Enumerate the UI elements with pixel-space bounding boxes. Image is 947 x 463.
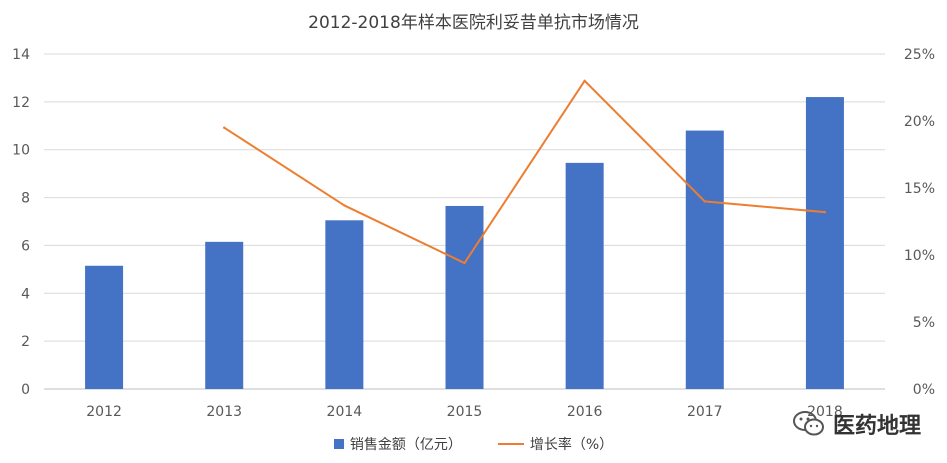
bar: [685, 130, 724, 390]
line-point: [703, 200, 706, 203]
line-point: [463, 261, 466, 265]
legend-label-sales: 销售金额（亿元）: [349, 437, 462, 453]
bar: [325, 220, 364, 389]
bar: [805, 97, 844, 390]
right-tick-label: 25%: [904, 47, 935, 63]
x-tick-label: 2014: [327, 404, 363, 420]
left-tick-label: 8: [21, 191, 30, 207]
x-axis-ticks: 2012 2013 2014 2015 2016 2017 2018: [86, 404, 842, 420]
growth-line: [223, 79, 826, 265]
legend-swatch-bar: [333, 439, 344, 449]
line-series: [223, 79, 827, 265]
left-tick-label: 14: [12, 47, 30, 63]
x-tick-label: 2018: [807, 404, 843, 420]
line-point: [823, 210, 827, 214]
left-tick-label: 6: [21, 238, 30, 254]
bar: [445, 205, 484, 389]
bar: [205, 241, 244, 389]
watermark-text: 医药地理: [832, 414, 921, 439]
line-point: [583, 79, 586, 83]
bar: [565, 162, 604, 389]
legend-item-growth: 增长率（%）: [497, 434, 614, 454]
right-tick-label: 15%: [904, 181, 935, 197]
legend-swatch-line: [497, 443, 524, 445]
line-point: [223, 126, 226, 129]
x-tick-label: 2016: [567, 404, 603, 420]
line-point: [343, 204, 346, 207]
x-tick-label: 2017: [687, 404, 723, 420]
right-tick-label: 20%: [904, 114, 935, 130]
left-tick-label: 2: [21, 334, 30, 350]
right-tick-label: 0%: [913, 382, 935, 398]
left-axis-ticks: 0 2 4 6 8 10 12 14: [12, 47, 30, 398]
legend-item-sales: 销售金额（亿元）: [333, 434, 462, 454]
left-tick-label: 10: [12, 143, 30, 159]
right-tick-label: 5%: [913, 315, 935, 331]
legend-label-growth: 增长率（%）: [529, 437, 614, 453]
x-tick-label: 2013: [206, 404, 242, 420]
x-tick-label: 2012: [86, 404, 122, 420]
left-tick-label: 4: [21, 286, 30, 302]
right-tick-label: 10%: [904, 248, 935, 264]
chart-title: 2012-2018年样本医院利妥昔单抗市场情况: [308, 13, 639, 33]
watermark: 医药地理: [792, 408, 921, 440]
bar: [85, 265, 124, 389]
right-axis-ticks: 0% 5% 10% 15% 20% 25%: [904, 47, 935, 398]
legend: 销售金额（亿元） 增长率（%）: [0, 434, 947, 454]
x-tick-label: 2015: [447, 404, 483, 420]
left-tick-label: 12: [12, 95, 30, 111]
left-tick-label: 0: [21, 382, 30, 398]
bar-series: [85, 97, 844, 390]
wechat-icon: [792, 411, 824, 436]
